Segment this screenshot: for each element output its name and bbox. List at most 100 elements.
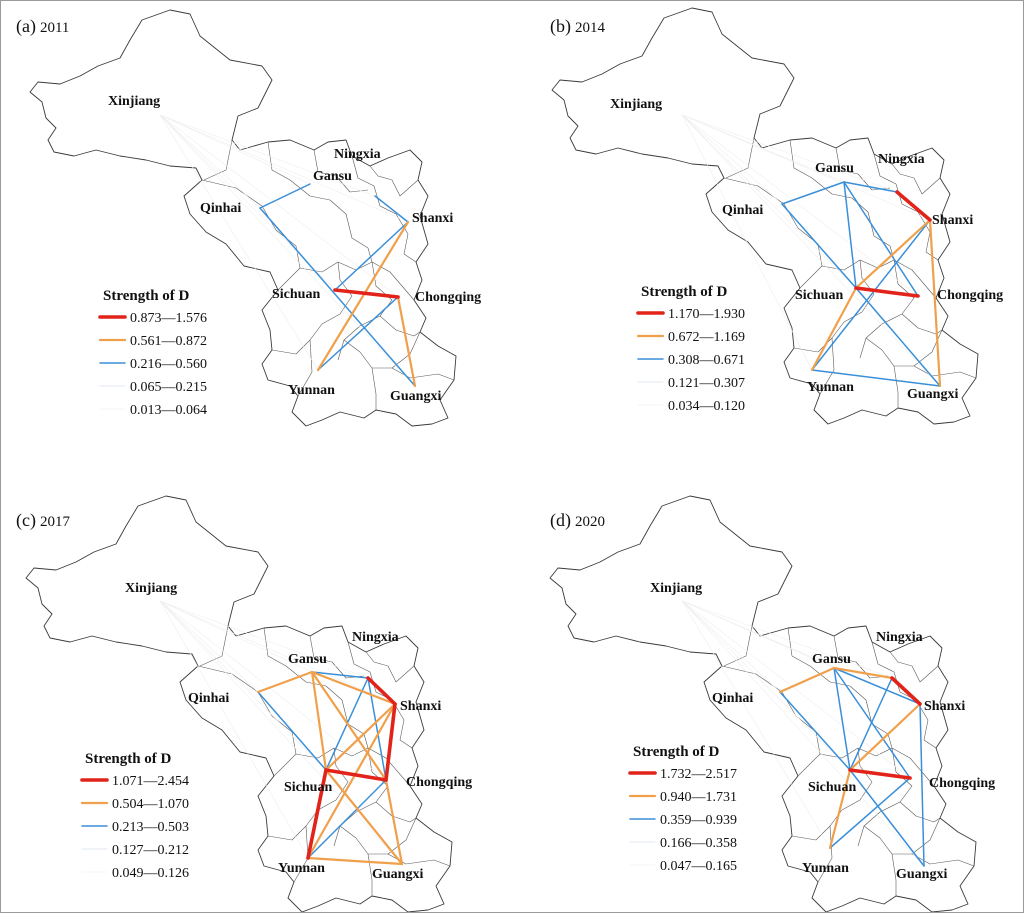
weak-link (159, 114, 311, 185)
legend-range: 1.170—1.930 (668, 307, 745, 322)
weak-link (159, 114, 399, 298)
inner-boundary (913, 365, 977, 379)
map-svg-d: Xinjiang Ningxia Gansu Qinhai Shanxi Sichuan C… (549, 495, 995, 912)
legend-range: 0.873—1.576 (130, 311, 207, 326)
link-sichuan-chongqing (324, 768, 388, 782)
map-panel-a: (a) 2011 Xinjiang Ningxia Gansu Qinhai Shanxi S… (0, 0, 512, 456)
link-sichuan-shanxi (324, 702, 397, 772)
panel-tag-b: (b) 2014 (550, 16, 605, 37)
province-boundaries (25, 495, 453, 912)
inner-boundary (899, 801, 941, 823)
link-gansu-sichuan (310, 670, 328, 772)
inner-boundary (313, 149, 369, 193)
link-gansu-shanxi (833, 667, 921, 705)
legend-range: 1.071—2.454 (112, 774, 189, 789)
link-ningxia-shanxi (374, 195, 409, 223)
legend-c: Strength of D 1.071—2.454 0.504—1.070 0.213… (80, 751, 189, 881)
legend-range: 1.732—2.517 (660, 767, 737, 782)
outer-boundary (549, 495, 977, 912)
link-gansu-qinhai (781, 181, 845, 205)
link-yunnan-guangxi (811, 369, 941, 387)
panel-letter: (d) (550, 510, 571, 530)
map-panel-c: (c) 2017 Xinjiang Ningxia Gansu Qinhai Shanxi S… (0, 456, 512, 912)
legend-range: 0.213—0.503 (112, 820, 189, 835)
label-xinjiang: Xinjiang (610, 97, 662, 112)
weak-links (159, 600, 403, 865)
label-guangxi: Guangxi (896, 867, 947, 882)
link-chongqing-guangxi (384, 778, 404, 866)
label-xinjiang: Xinjiang (108, 94, 160, 109)
inner-boundary (347, 641, 393, 701)
link-qinhai-guangxi (259, 207, 416, 387)
weak-link (681, 600, 851, 771)
weak-link (159, 600, 259, 693)
outer-boundary (25, 495, 453, 912)
link-shanxi-guangxi (928, 218, 942, 388)
link-sichuan-ningxia (849, 677, 893, 771)
inner-boundary (351, 155, 397, 215)
inner-boundary (329, 199, 373, 263)
link-sichuan-shanxi (848, 702, 922, 772)
inner-boundary (819, 747, 935, 787)
inner-boundary (365, 651, 415, 683)
inner-boundary (892, 817, 941, 855)
label-yunnan: Yunnan (807, 380, 854, 395)
legend-title: Strength of D (641, 284, 728, 300)
label-chongqing: Chongqing (415, 290, 481, 305)
inner-boundary (789, 139, 853, 199)
inner-boundary (199, 625, 229, 667)
weak-link (681, 600, 893, 679)
link-gansu-qinhai (778, 666, 836, 694)
label-qinhai: Qinhai (722, 203, 763, 218)
link-yunnan-chongqing (317, 296, 399, 371)
legend-range: 0.216—0.560 (130, 357, 207, 372)
link-ningxia-shanxi (366, 676, 397, 706)
inner-boundary (725, 137, 755, 179)
panel-letter: (c) (16, 510, 36, 530)
label-yunnan: Yunnan (802, 861, 849, 876)
link-yunnan-chongqing (829, 777, 911, 849)
outer-boundary (551, 7, 979, 425)
label-guangxi: Guangxi (907, 387, 958, 402)
label-ningxia: Ningxia (352, 630, 399, 645)
link-qinhai-sichuan (781, 203, 857, 289)
weak-link (159, 600, 403, 865)
link-qinhai-sichuan (779, 691, 851, 771)
legend-range: 0.504—1.070 (112, 797, 189, 812)
weak-link (681, 600, 781, 693)
link-shanxi-guangxi (919, 703, 925, 867)
link-gansu-ningxia (311, 671, 369, 679)
weak-link (159, 600, 387, 781)
legend-range: 0.013—0.064 (130, 403, 207, 418)
legend-range: 0.166—0.358 (660, 836, 737, 851)
label-ningxia: Ningxia (876, 630, 923, 645)
label-guangxi: Guangxi (372, 867, 423, 882)
label-chongqing: Chongqing (929, 776, 995, 791)
weak-link (159, 600, 309, 859)
inner-boundary (819, 337, 835, 395)
legend-range: 0.127—0.212 (112, 843, 189, 858)
link-gansu-sichuan (833, 667, 851, 771)
inner-boundary (723, 625, 753, 667)
link-shanxi-yunnan (811, 219, 931, 371)
weak-link (159, 600, 396, 705)
inner-boundary (833, 635, 889, 679)
legend-a: Strength of D 0.873—1.576 0.561—0.872 0.216… (98, 288, 207, 418)
weak-links (681, 114, 941, 387)
label-sichuan: Sichuan (272, 287, 320, 302)
label-chongqing: Chongqing (406, 775, 472, 790)
inner-boundary (297, 339, 313, 397)
link-sichuan-guangxi (324, 768, 404, 866)
inner-boundary (203, 139, 233, 181)
link-yunnan-guangxi (306, 856, 404, 866)
label-chongqing: Chongqing (937, 288, 1003, 303)
link-gansu-sichuan (843, 181, 857, 289)
legend-title: Strength of D (633, 744, 720, 760)
inner-boundary (835, 147, 891, 191)
panel-tag-c: (c) 2017 (16, 510, 70, 531)
link-qinhai-sichuan (257, 691, 327, 771)
label-xinjiang: Xinjiang (125, 581, 177, 596)
inner-boundary (891, 163, 941, 195)
outer-boundary (29, 9, 457, 427)
label-shanxi: Shanxi (932, 213, 973, 228)
